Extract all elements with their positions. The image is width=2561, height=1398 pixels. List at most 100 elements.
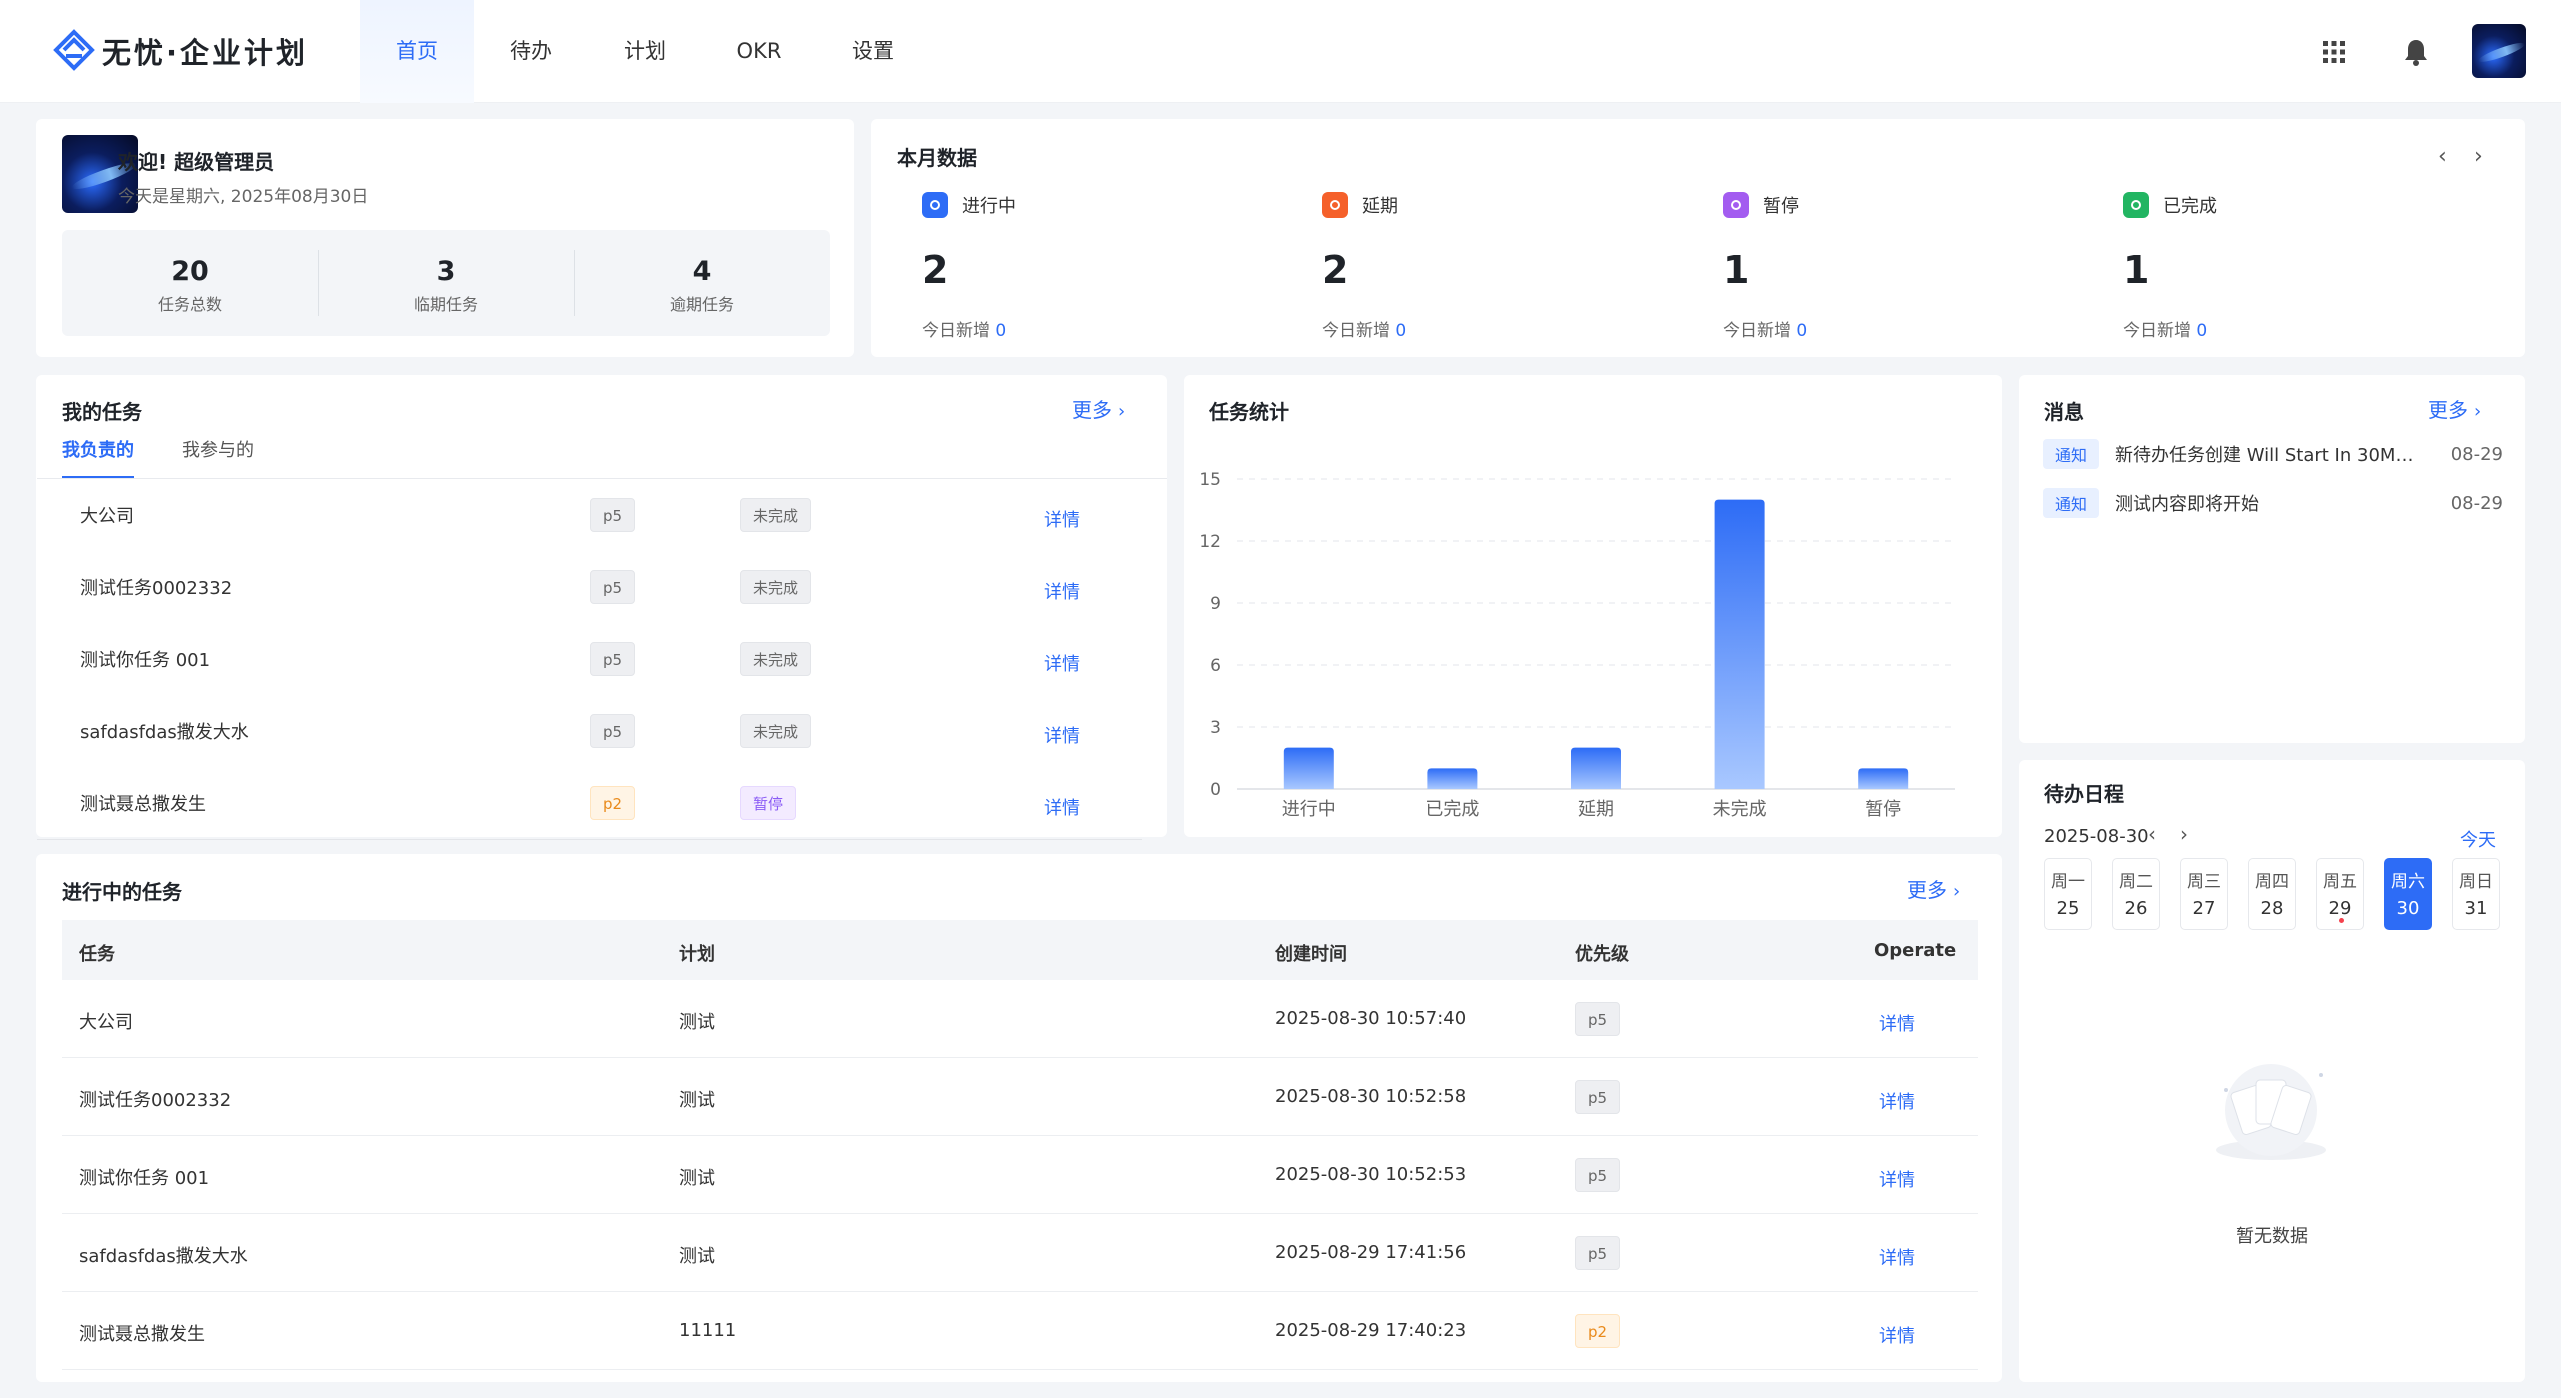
day-cell[interactable]: 周一 25 — [2044, 858, 2092, 930]
priority-tag: p5 — [590, 498, 636, 532]
empty-state-illustration — [2216, 1064, 2326, 1160]
tab-participating[interactable]: 我参与的 — [182, 440, 254, 461]
table-row: 测试任务0002332 测试 2025-08-30 10:52:58 p5 详情 — [62, 1058, 1978, 1136]
monthly-label: 已完成 — [2163, 196, 2217, 217]
paused-icon — [1723, 192, 1749, 218]
day-cell-selected[interactable]: 周六 30 — [2384, 858, 2432, 930]
user-avatar[interactable] — [2472, 24, 2526, 78]
chevron-left-icon[interactable]: ‹ — [2438, 144, 2447, 169]
message-item[interactable]: 通知 测试内容即将开始 08-29 — [2043, 486, 2503, 520]
stat-value: 4 — [692, 256, 712, 287]
today-label: 今日新增 — [1322, 321, 1390, 341]
ongoing-more-link[interactable]: 更多 › — [1907, 874, 1960, 903]
stat-due-soon[interactable]: 3 临期任务 — [318, 230, 574, 336]
more-label: 更多 — [1072, 398, 1112, 422]
col-created: 创建时间 — [1275, 944, 1347, 965]
nav-plan[interactable]: 计划 — [624, 39, 666, 63]
messages-more-link[interactable]: 更多 › — [2428, 394, 2481, 423]
day-number: 31 — [2464, 898, 2488, 919]
priority-tag: p5 — [1575, 1158, 1621, 1192]
task-name: 大公司 — [80, 506, 134, 527]
logo-icon — [53, 29, 95, 71]
cell-plan: 测试 — [679, 1012, 715, 1033]
message-text: 测试内容即将开始 — [2115, 494, 2260, 515]
schedule-title: 待办日程 — [2044, 782, 2124, 806]
app-logo[interactable]: 无忧·企业计划 — [52, 28, 308, 74]
day-cell[interactable]: 周四 28 — [2248, 858, 2296, 930]
chart-bar — [1571, 747, 1621, 789]
today-label: 今日新增 — [1723, 321, 1791, 341]
tab-responsible[interactable]: 我负责的 — [62, 436, 134, 479]
y-tick-label: 15 — [1199, 470, 1221, 490]
cell-task: safdasfdas撒发大水 — [79, 1246, 248, 1267]
detail-link[interactable]: 详情 — [1879, 1170, 1915, 1191]
monthly-paused[interactable]: 暂停 1 今日新增 0 — [1723, 192, 2023, 341]
message-tag: 通知 — [2043, 439, 2100, 469]
messages-card — [2019, 375, 2525, 743]
tabs-divider — [37, 478, 1167, 479]
stat-total-tasks[interactable]: 20 任务总数 — [62, 230, 318, 336]
day-number: 25 — [2056, 898, 2080, 919]
nav-home[interactable]: 首页 — [360, 0, 474, 103]
col-task: 任务 — [79, 944, 115, 965]
priority-tag: p2 — [1575, 1314, 1621, 1348]
event-dot — [2339, 918, 2344, 923]
stat-label: 任务总数 — [157, 295, 222, 314]
monthly-delayed[interactable]: 延期 2 今日新增 0 — [1322, 192, 1622, 341]
monthly-completed[interactable]: 已完成 1 今日新增 0 — [2123, 192, 2423, 341]
day-cell[interactable]: 周五 29 — [2316, 858, 2364, 930]
detail-link[interactable]: 详情 — [1044, 582, 1080, 603]
cell-created: 2025-08-30 10:57:40 — [1275, 1008, 1467, 1029]
status-tag: 未完成 — [740, 498, 812, 532]
cell-task: 测试任务0002332 — [79, 1090, 232, 1111]
my-tasks-tabs: 我负责的 我参与的 — [62, 436, 302, 479]
weekday: 周二 — [2119, 872, 2153, 892]
detail-link[interactable]: 详情 — [1879, 1326, 1915, 1347]
bell-icon[interactable] — [2400, 36, 2432, 68]
stat-overdue[interactable]: 4 逾期任务 — [574, 230, 830, 336]
detail-link[interactable]: 详情 — [1879, 1248, 1915, 1269]
detail-link[interactable]: 详情 — [1879, 1092, 1915, 1113]
today-button[interactable]: 今天 — [2460, 830, 2496, 851]
day-cell[interactable]: 周二 26 — [2112, 858, 2160, 930]
chevron-left-icon[interactable]: ‹ — [2148, 822, 2156, 846]
today-value: 0 — [2196, 321, 2208, 341]
stat-label: 逾期任务 — [669, 295, 734, 314]
table-row: safdasfdas撒发大水 测试 2025-08-29 17:41:56 p5… — [62, 1214, 1978, 1292]
detail-link[interactable]: 详情 — [1044, 798, 1080, 819]
detail-link[interactable]: 详情 — [1044, 654, 1080, 675]
monthly-value: 2 — [922, 248, 949, 292]
stat-value: 3 — [436, 256, 456, 287]
nav-settings[interactable]: 设置 — [852, 39, 894, 63]
cell-task: 测试你任务 001 — [79, 1168, 210, 1189]
day-cell[interactable]: 周日 31 — [2452, 858, 2500, 930]
welcome-stats: 20 任务总数 3 临期任务 4 逾期任务 — [62, 230, 830, 336]
delayed-icon — [1322, 192, 1348, 218]
welcome-greeting: 欢迎! 超级管理员 — [118, 150, 275, 174]
monthly-value: 1 — [2123, 248, 2150, 292]
chevron-right-icon[interactable]: › — [2180, 822, 2188, 846]
priority-tag: p5 — [1575, 1236, 1621, 1270]
detail-link[interactable]: 详情 — [1044, 510, 1080, 531]
task-row: 测试你任务 001 p5 未完成 详情 — [37, 624, 1142, 696]
my-tasks-more-link[interactable]: 更多 › — [1072, 394, 1125, 423]
welcome-date: 今天是星期六, 2025年08月30日 — [118, 187, 369, 207]
chart-bar — [1714, 499, 1765, 789]
chevron-right-icon[interactable]: › — [2474, 144, 2483, 169]
monthly-in-progress[interactable]: 进行中 2 今日新增 0 — [922, 192, 1222, 341]
y-tick-label: 12 — [1199, 532, 1221, 552]
detail-link[interactable]: 详情 — [1879, 1014, 1915, 1035]
apps-grid-icon[interactable] — [2318, 36, 2350, 68]
day-cell[interactable]: 周三 27 — [2180, 858, 2228, 930]
col-operate: Operate — [1874, 940, 1957, 961]
my-tasks-title: 我的任务 — [62, 400, 142, 424]
status-tag: 未完成 — [740, 570, 812, 604]
nav-todo[interactable]: 待办 — [510, 39, 552, 63]
message-item[interactable]: 通知 新待办任务创建 Will Start In 30Min… 08-29 — [2043, 437, 2503, 471]
detail-link[interactable]: 详情 — [1044, 726, 1080, 747]
nav-okr[interactable]: OKR — [736, 39, 782, 63]
stat-value: 20 — [171, 256, 209, 287]
cell-plan: 测试 — [679, 1090, 715, 1111]
completed-icon — [2123, 192, 2149, 218]
weekday: 周一 — [2051, 872, 2085, 892]
